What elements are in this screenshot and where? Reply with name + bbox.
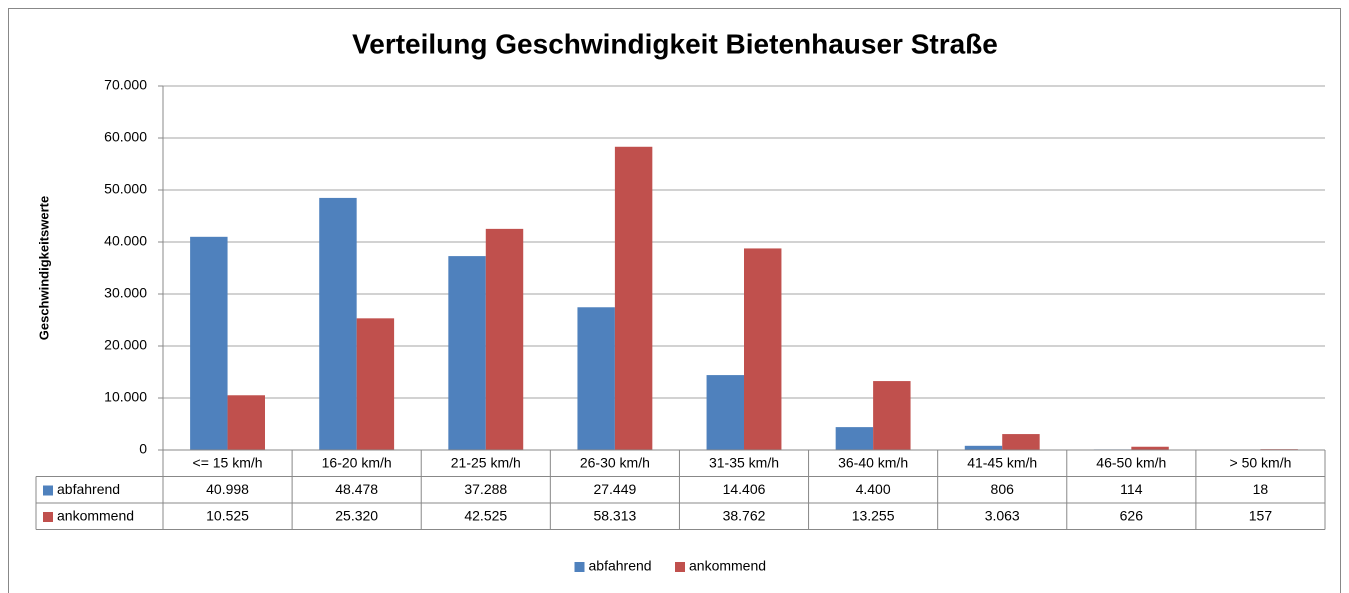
x-tick-label: 36-40 km/h: [838, 455, 908, 471]
y-tick-label: 10.000: [104, 389, 147, 405]
table-cell: 626: [1120, 508, 1144, 524]
y-tick-label: 60.000: [104, 129, 147, 145]
bar: [1131, 446, 1169, 450]
x-tick-label: 41-45 km/h: [967, 455, 1037, 471]
x-tick-label: <= 15 km/h: [193, 455, 263, 471]
x-tick-label: 46-50 km/h: [1096, 455, 1166, 471]
y-tick-label: 30.000: [104, 285, 147, 301]
table-cell: 18: [1253, 481, 1269, 497]
bar: [1002, 434, 1040, 450]
table-cell: 48.478: [335, 481, 378, 497]
bar: [964, 445, 1003, 450]
bar: [577, 307, 615, 450]
table-cell: 27.449: [593, 481, 636, 497]
table-row-label: abfahrend: [57, 481, 120, 497]
y-tick-label: 70.000: [104, 77, 147, 93]
y-tick-label: 0: [139, 441, 147, 457]
bar: [614, 146, 653, 450]
table-row-label: ankommend: [57, 508, 134, 524]
table-cell: 40.998: [206, 481, 249, 497]
table-cell: 14.406: [723, 481, 766, 497]
legend-swatch: [574, 562, 585, 572]
table-cell: 114: [1120, 481, 1143, 497]
table-cell: 38.762: [723, 508, 766, 524]
y-tick-label: 20.000: [104, 337, 147, 353]
table-cell: 37.288: [464, 481, 507, 497]
bar: [835, 427, 874, 450]
bar: [448, 256, 486, 450]
x-tick-label: 26-30 km/h: [580, 455, 650, 471]
table-cell: 42.525: [464, 508, 507, 524]
legend-label: abfahrend: [589, 558, 652, 574]
y-tick-label: 50.000: [104, 181, 147, 197]
bar: [319, 197, 357, 450]
legend-swatch: [43, 485, 53, 496]
bar: [190, 236, 228, 450]
table-cell: 58.313: [593, 508, 636, 524]
legend-swatch: [43, 512, 53, 522]
bar: [485, 228, 524, 450]
bar: [744, 248, 782, 450]
legend-swatch: [675, 562, 685, 572]
table-cell: 3.063: [985, 508, 1020, 524]
y-tick-label: 40.000: [104, 233, 147, 249]
table-cell: 10.525: [206, 508, 249, 524]
x-tick-label: > 50 km/h: [1230, 455, 1292, 471]
table-cell: 806: [991, 481, 1015, 497]
table-cell: 4.400: [856, 481, 891, 497]
y-axis-label: Geschwindigkeitswerte: [36, 196, 51, 341]
chart-title: Verteilung Geschwindigkeit Bietenhauser …: [352, 28, 998, 59]
bar: [706, 375, 744, 450]
bar: [873, 381, 911, 450]
table-cell: 157: [1249, 508, 1273, 524]
legend-label: ankommend: [689, 558, 766, 574]
chart-frame: [8, 8, 1341, 593]
bar: [356, 318, 395, 450]
x-tick-label: 16-20 km/h: [322, 455, 392, 471]
table-cell: 25.320: [335, 508, 378, 524]
x-tick-label: 21-25 km/h: [451, 455, 521, 471]
x-tick-label: 31-35 km/h: [709, 455, 779, 471]
table-cell: 13.255: [852, 508, 895, 524]
bar: [227, 395, 265, 450]
